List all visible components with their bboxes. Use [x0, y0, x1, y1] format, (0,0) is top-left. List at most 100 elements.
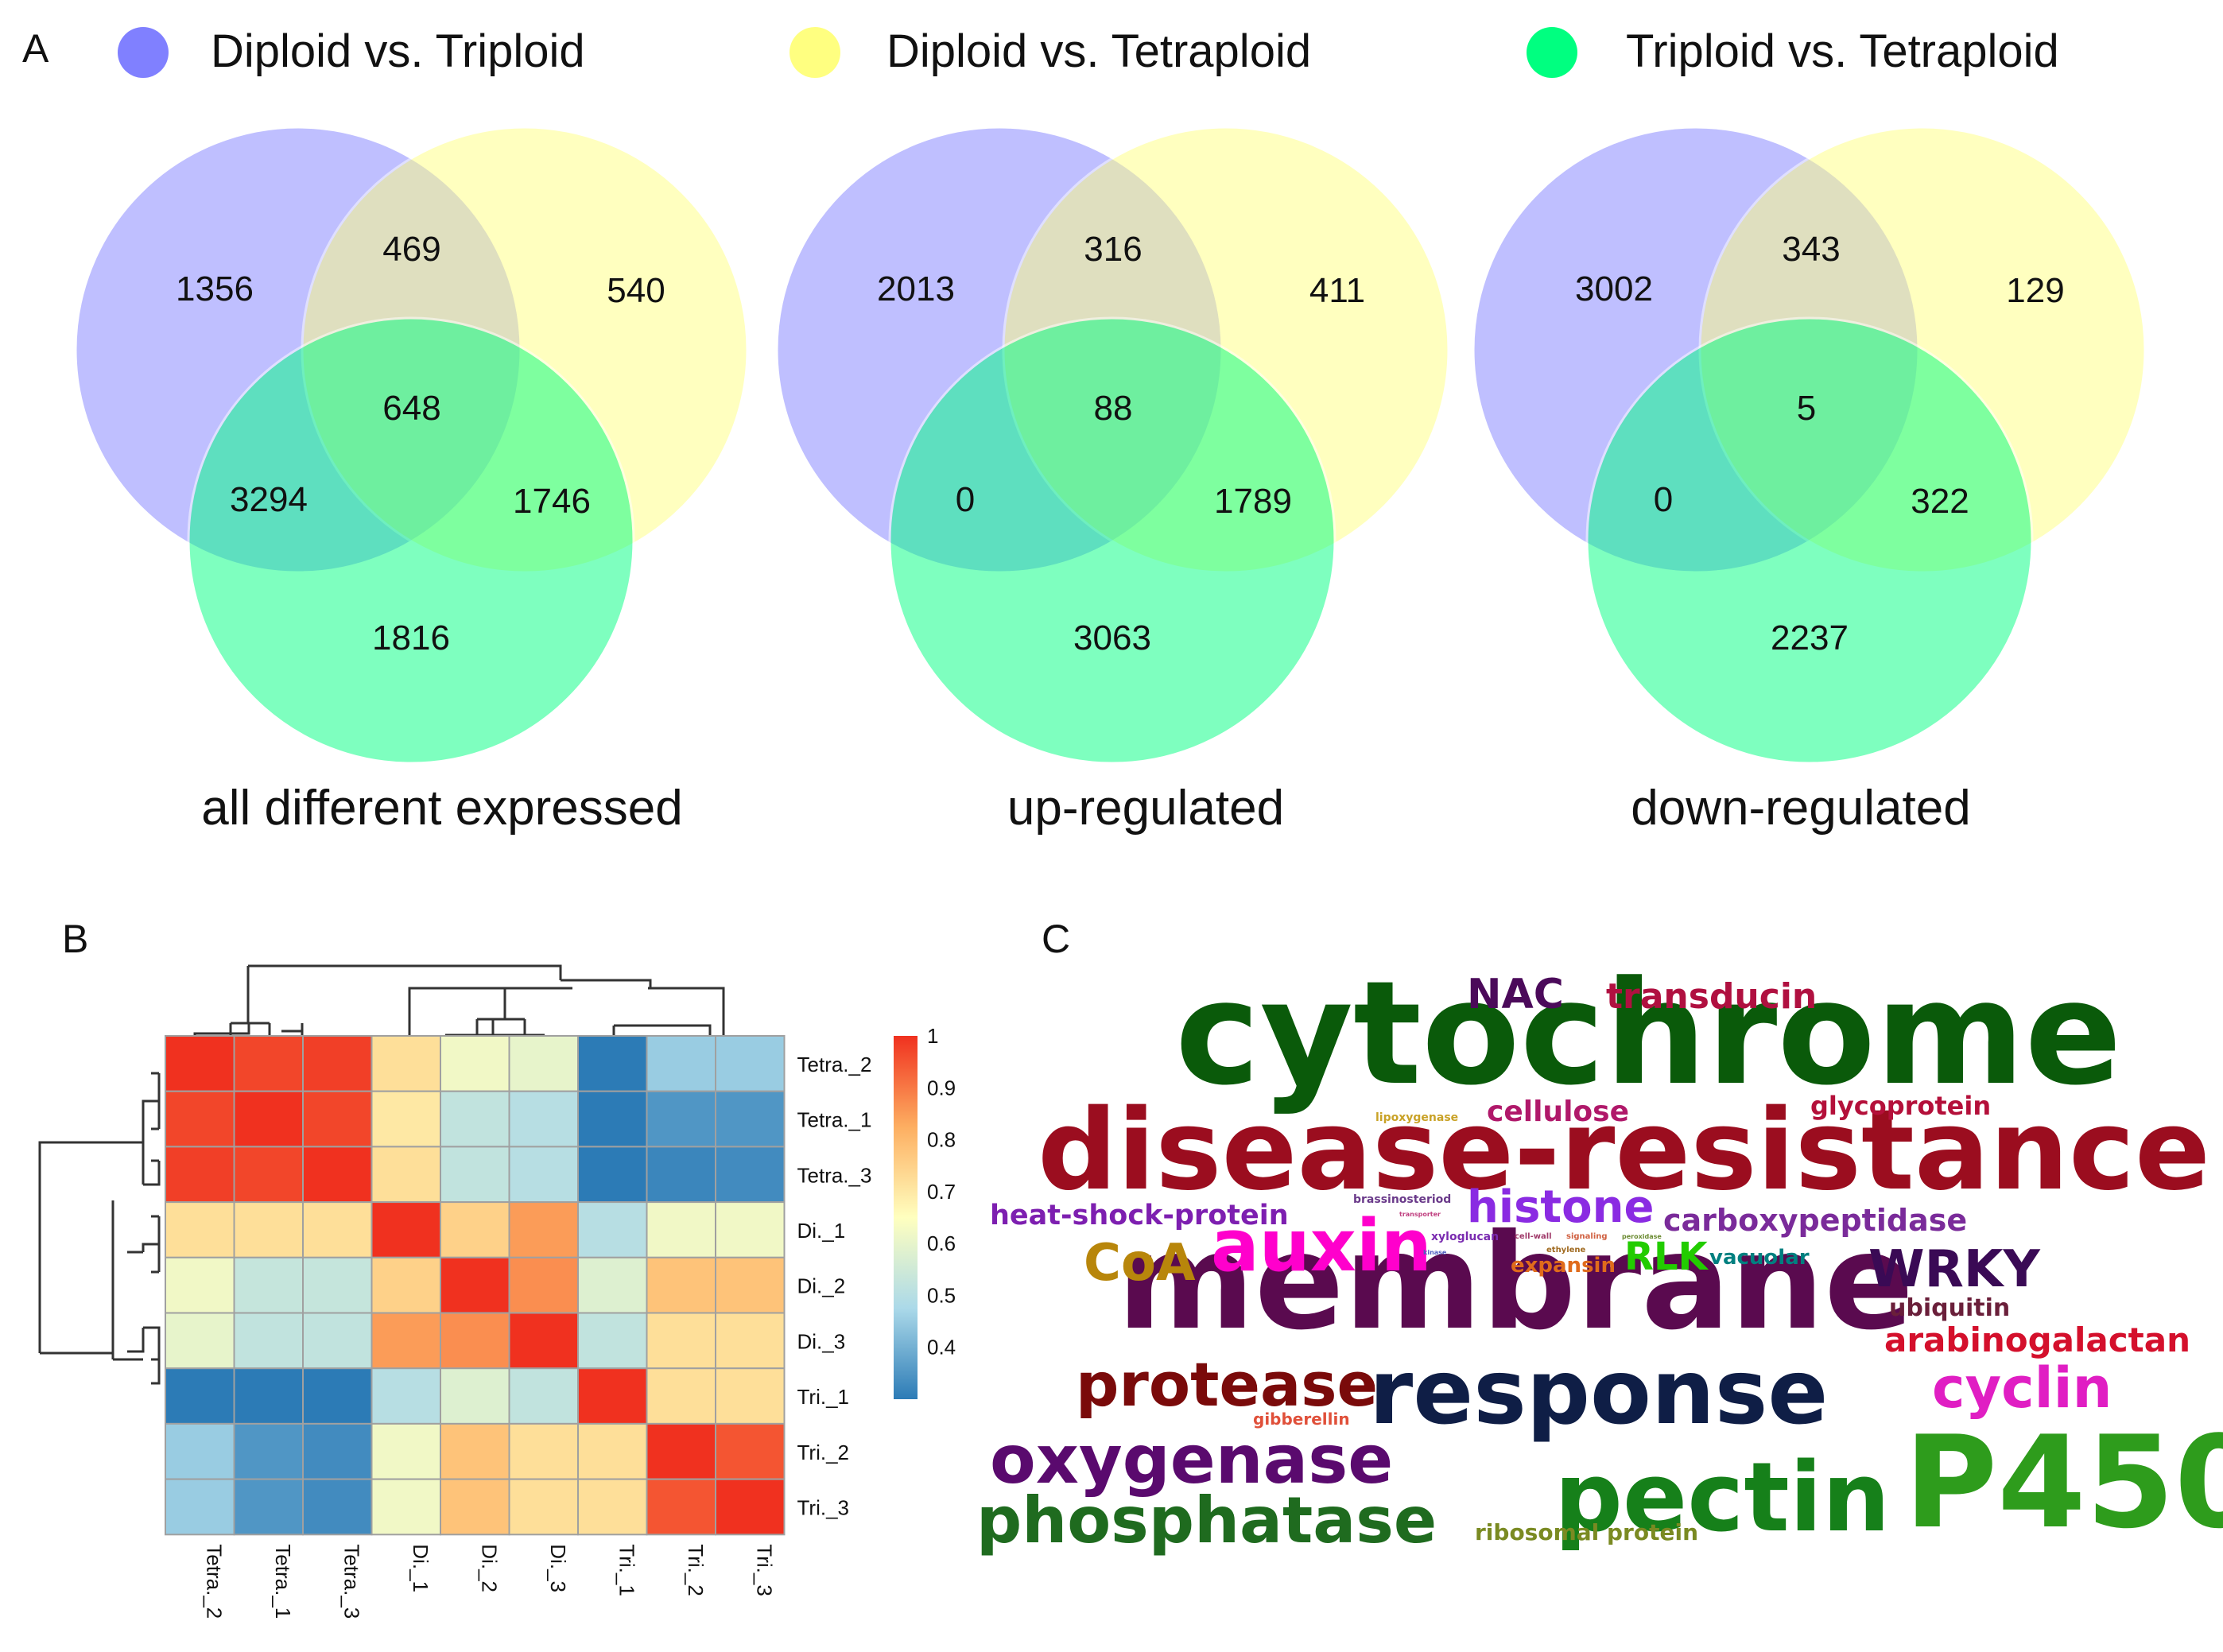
- heatmap-cell: [233, 1201, 304, 1258]
- venn-count-a-only: 1356: [176, 270, 254, 308]
- heatmap-cell: [715, 1422, 786, 1480]
- heatmap-cell: [508, 1478, 579, 1536]
- heatmap-cell: [440, 1367, 510, 1425]
- heatmap-cell: [302, 1146, 373, 1204]
- colorbar-tick-label: 0.6: [927, 1231, 956, 1255]
- venn-circle-triploid-tetraploid: [888, 316, 1337, 765]
- heatmap-cell: [577, 1035, 648, 1092]
- heatmap-cell: [508, 1035, 579, 1092]
- wordcloud-term: kinase: [1423, 1249, 1447, 1256]
- heatmap-cell: [370, 1256, 441, 1314]
- heatmap-cell: [302, 1035, 373, 1092]
- heatmap-cell: [508, 1146, 579, 1204]
- venn-count-c-only: 3063: [1073, 619, 1151, 657]
- heatmap-cell: [302, 1312, 373, 1370]
- wordcloud-term: WRKY: [1868, 1240, 2040, 1299]
- wordcloud-term: ribosomal protein: [1475, 1519, 1698, 1545]
- heatmap-cell: [233, 1035, 304, 1092]
- venn-down-regulated: 3002 343 129 5 0 322 2237 down-regulated: [1472, 126, 2147, 836]
- heatmap-col-label: Di._2: [477, 1544, 501, 1592]
- panel-label-b: B: [62, 917, 88, 961]
- wordcloud-term: oxygenase: [990, 1421, 1393, 1499]
- heatmap-cells: [165, 1035, 786, 1536]
- heatmap-cell: [370, 1201, 441, 1258]
- venn-count-b-only: 129: [2006, 271, 2064, 310]
- heatmap-cell: [646, 1201, 716, 1258]
- heatmap-row-label: Tri._2: [797, 1441, 850, 1464]
- heatmap-cell: [302, 1478, 373, 1536]
- heatmap-cell: [440, 1312, 510, 1370]
- venn-count-ac: 0: [1654, 480, 1673, 519]
- wordcloud-term: histone: [1467, 1181, 1654, 1233]
- heatmap-row-label: Tetra._3: [797, 1163, 872, 1187]
- heatmap-cell: [165, 1035, 235, 1092]
- heatmap-cell: [165, 1090, 235, 1148]
- venn-count-abc: 5: [1797, 389, 1816, 428]
- venn-circle-triploid-tetraploid: [1585, 316, 2034, 765]
- heatmap-col-label: Tri._1: [615, 1544, 638, 1596]
- word-cloud: cytochromedisease-resistancemembraneresp…: [976, 951, 2223, 1557]
- wordcloud-term: glycoprotein: [1810, 1091, 1991, 1121]
- heatmap-cell: [165, 1422, 235, 1480]
- venn-count-b-only: 411: [1309, 271, 1365, 310]
- wordcloud-term: ethylene: [1546, 1246, 1586, 1255]
- heatmap-cell: [715, 1035, 786, 1092]
- colorbar-ticks: 1 0.9 0.8 0.7 0.6 0.5 0.4: [927, 1024, 956, 1359]
- heatmap-row-label: Tetra._1: [797, 1108, 872, 1132]
- wordcloud-term: auxin: [1211, 1204, 1432, 1288]
- heatmap-cell: [440, 1422, 510, 1480]
- heatmap-cell: [165, 1367, 235, 1425]
- venn-title: down-regulated: [1631, 781, 1970, 836]
- wordcloud-term: cell-wall: [1515, 1232, 1552, 1241]
- wordcloud-term: signaling: [1566, 1232, 1608, 1241]
- venn-count-ac: 0: [956, 480, 975, 519]
- wordcloud-term: expansin: [1511, 1254, 1616, 1278]
- heatmap-left-dendrogram: [38, 1072, 161, 1385]
- heatmap-cell: [715, 1090, 786, 1148]
- heatmap-cell: [165, 1201, 235, 1258]
- venn-count-abc: 648: [382, 389, 440, 428]
- venn-count-bc: 322: [1911, 482, 1969, 521]
- heatmap-cell: [233, 1478, 304, 1536]
- venn-count-ac: 3294: [230, 480, 308, 519]
- heatmap-cell: [646, 1090, 716, 1148]
- colorbar-tick-label: 0.9: [927, 1076, 956, 1099]
- wordcloud-term: protease: [1076, 1349, 1378, 1420]
- heatmap-cell: [440, 1478, 510, 1536]
- legend-swatch-diploid-triploid: [118, 27, 169, 78]
- venn-count-bc: 1789: [1214, 482, 1292, 521]
- heatmap-cell: [577, 1312, 648, 1370]
- heatmap-cell: [577, 1201, 648, 1258]
- heatmap-cell: [715, 1367, 786, 1425]
- heatmap-cell: [440, 1090, 510, 1148]
- wordcloud-term: heat-shock-protein: [990, 1200, 1289, 1231]
- wordcloud-term: xyloglucan: [1431, 1231, 1499, 1243]
- heatmap-col-label: Di._1: [409, 1544, 433, 1592]
- legend-swatch-diploid-tetraploid: [789, 27, 840, 78]
- heatmap-col-label: Tetra._1: [271, 1544, 295, 1619]
- heatmap-col-label: Tri._3: [752, 1544, 776, 1596]
- wordcloud-term: P450: [1904, 1408, 2223, 1557]
- heatmap-cell: [233, 1146, 304, 1204]
- colorbar-tick-label: 0.8: [927, 1128, 956, 1152]
- heatmap-cell: [370, 1146, 441, 1204]
- heatmap-row-label: Tetra._2: [797, 1053, 872, 1076]
- legend-swatch-triploid-tetraploid: [1527, 27, 1577, 78]
- legend-label-diploid-triploid: Diploid vs. Triploid: [211, 25, 585, 77]
- heatmap-cell: [646, 1312, 716, 1370]
- heatmap-cell: [508, 1367, 579, 1425]
- heatmap-row-label: Tri._1: [797, 1385, 850, 1409]
- colorbar-tick-label: 0.5: [927, 1283, 956, 1307]
- legend: Diploid vs. Triploid Diploid vs. Tetrapl…: [118, 25, 2059, 78]
- wordcloud-term: vacuolar: [1709, 1246, 1810, 1270]
- venn-count-ab: 343: [1782, 230, 1840, 269]
- panel-label-c: C: [1042, 917, 1070, 961]
- wordcloud-term: CoA: [1084, 1234, 1196, 1293]
- venn-count-a-only: 2013: [877, 270, 955, 308]
- heatmap-col-labels: Tetra._2 Tetra._1 Tetra._3 Di._1 Di._2 Di._3 T…: [202, 1544, 776, 1619]
- colorbar-tick-label: 0.7: [927, 1180, 956, 1204]
- heatmap-row-label: Di._1: [797, 1219, 846, 1243]
- heatmap-cell: [508, 1201, 579, 1258]
- heatmap-cell: [233, 1312, 304, 1370]
